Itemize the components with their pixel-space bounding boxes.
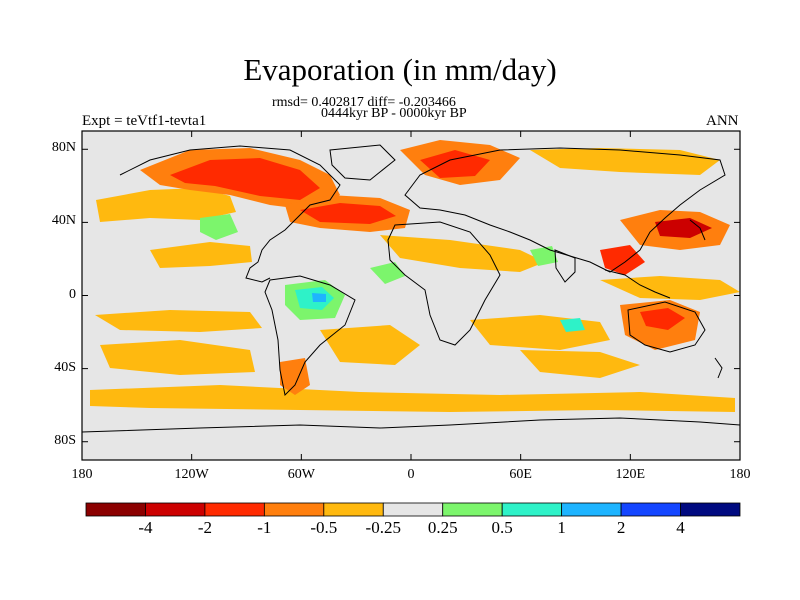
anomaly-patch-tropical-atlantic bbox=[380, 235, 545, 272]
evaporation-increase-patches bbox=[200, 214, 585, 332]
anomaly-patch-southern-ocean bbox=[90, 385, 735, 412]
colorbar-level-label: 0.25 bbox=[427, 518, 458, 537]
lon-tick-label: 60W bbox=[287, 467, 315, 482]
coastline-greenland bbox=[329, 144, 396, 181]
coastline-japan bbox=[689, 219, 706, 241]
coastline-australia bbox=[627, 301, 706, 353]
coastline-india bbox=[554, 249, 576, 283]
colorbar-level-label: 4 bbox=[676, 518, 685, 537]
chart-title: Evaporation (in mm/day) bbox=[243, 52, 557, 87]
colorbar-level-label: -0.25 bbox=[365, 518, 401, 537]
coastline-north-america bbox=[119, 145, 341, 283]
colorbar-level-label: 2 bbox=[616, 518, 626, 537]
season-label: ANN bbox=[706, 113, 739, 129]
coastline-antarctica bbox=[81, 417, 741, 433]
map-panel bbox=[81, 130, 741, 461]
colorbar-swatch bbox=[680, 502, 741, 517]
colorbar-level-label: -2 bbox=[197, 518, 212, 537]
anomaly-patch-australia-core bbox=[640, 308, 685, 330]
lat-tick-label: 0 bbox=[69, 286, 76, 302]
lon-tick-label: 180 bbox=[71, 467, 93, 482]
lon-tick-label: 120E bbox=[615, 467, 646, 482]
anomaly-patch-north-america-core bbox=[170, 158, 320, 200]
axis-tick-marks bbox=[81, 131, 741, 460]
colorbar-swatch bbox=[561, 502, 622, 517]
anomaly-patch-scandinavia-core bbox=[420, 150, 490, 178]
period-label: 0444kyr BP - 0000kyr BP bbox=[321, 106, 467, 121]
increase-patch-north-atlantic bbox=[200, 214, 238, 240]
colorbar-swatch bbox=[442, 502, 503, 517]
colorbar-swatch bbox=[85, 502, 146, 517]
colorbar-level-label: -0.5 bbox=[310, 518, 338, 537]
lon-tick-label: 60E bbox=[509, 467, 532, 482]
colorbar-level-label: 0.5 bbox=[491, 518, 513, 537]
lat-tick-label: 40S bbox=[54, 359, 76, 375]
rmsd-diff-stats: rmsd= 0.402817 diff= -0.203466 bbox=[272, 95, 456, 110]
evaporation-anomaly-patches bbox=[90, 140, 740, 412]
lon-tick-label: 180 bbox=[729, 467, 751, 482]
colorbar-swatch bbox=[204, 502, 265, 517]
coastline-africa bbox=[387, 221, 501, 346]
colorbar-level-label: 1 bbox=[557, 518, 566, 537]
colorbar-swatch bbox=[145, 502, 206, 517]
lon-tick-label: 0 bbox=[407, 467, 415, 482]
coastlines bbox=[81, 144, 741, 433]
anomaly-patch-south-atlantic bbox=[320, 325, 420, 365]
colorbar bbox=[85, 502, 741, 517]
coastline-southeast-asia bbox=[604, 269, 671, 299]
colorbar-swatch bbox=[620, 502, 681, 517]
lon-tick-label: 120W bbox=[174, 467, 209, 482]
increase-patch-sahara bbox=[370, 262, 405, 284]
experiment-label: Expt = teVtf1-tevta1 bbox=[82, 113, 207, 129]
colorbar-level-label: -1 bbox=[257, 518, 272, 537]
anomaly-patch-equatorial-pacific-east bbox=[95, 310, 262, 332]
anomaly-patch-north-pacific bbox=[96, 188, 236, 222]
colorbar-swatch bbox=[501, 502, 563, 517]
increase-patch-amazon-peak bbox=[312, 293, 326, 302]
increase-patch-west-asia bbox=[530, 246, 558, 266]
lat-tick-label: 40N bbox=[51, 213, 76, 229]
lat-tick-label: 80S bbox=[54, 432, 76, 448]
increase-patch-indian bbox=[560, 318, 585, 332]
lat-tick-label: 80N bbox=[51, 140, 76, 156]
colorbar-swatch bbox=[382, 502, 444, 517]
coastline-eurasia bbox=[404, 147, 726, 273]
coastline-new-zealand bbox=[714, 357, 723, 379]
anomaly-patch-south-indian bbox=[520, 350, 640, 378]
anomaly-patch-north-atlantic-core bbox=[300, 203, 396, 224]
anomaly-patch-east-asia bbox=[600, 245, 645, 275]
anomaly-patch-south-pacific bbox=[100, 340, 255, 375]
coastline-south-america bbox=[264, 275, 356, 397]
colorbar-level-label: -4 bbox=[138, 518, 153, 537]
colorbar-swatch bbox=[263, 502, 325, 517]
anomaly-patch-north-pacific-east bbox=[150, 242, 252, 268]
colorbar-swatch bbox=[323, 502, 384, 517]
anomaly-patch-western-pacific-core bbox=[655, 218, 712, 238]
